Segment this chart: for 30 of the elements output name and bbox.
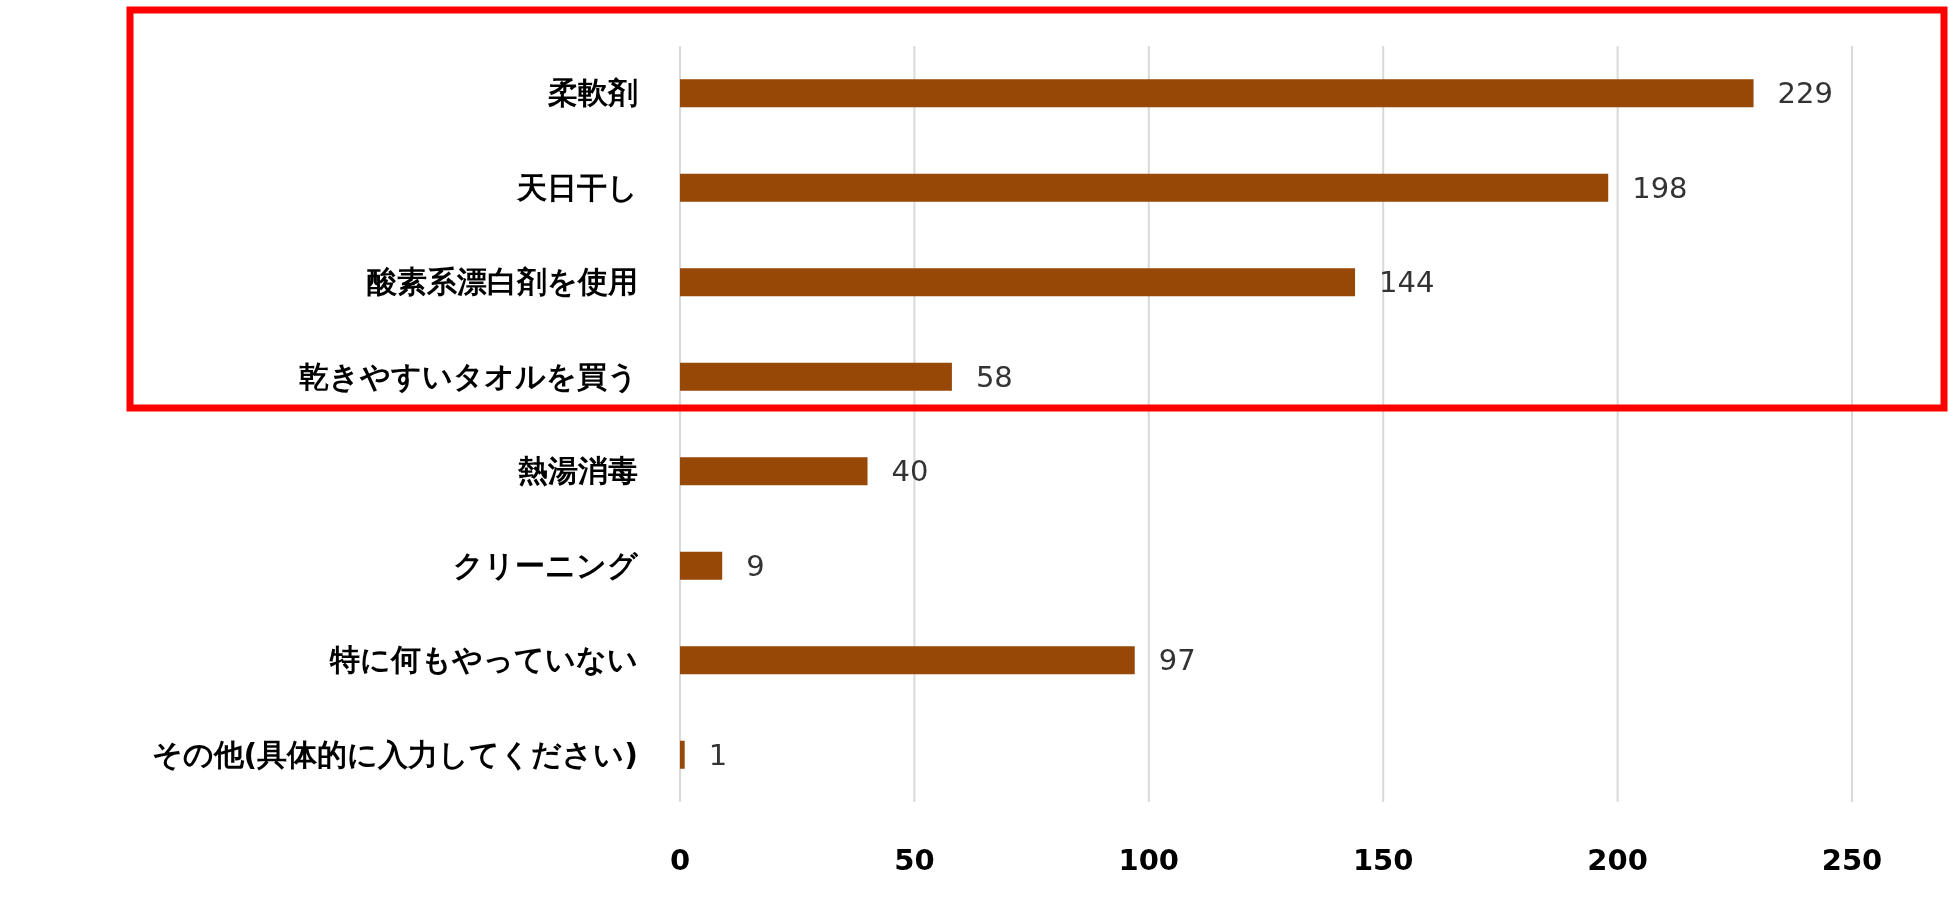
bar — [680, 646, 1135, 675]
bar — [680, 173, 1609, 202]
y-tick-label: 特に何もやっていない — [329, 642, 638, 678]
y-tick-label: 熱湯消毒 — [517, 453, 638, 489]
y-tick-label: 柔軟剤 — [547, 75, 638, 111]
y-tick-label: 天日干し — [516, 169, 638, 205]
y-tick-label: その他(具体的に入力してください) — [151, 736, 638, 772]
y-tick-label: 酸素系漂白剤を使用 — [367, 264, 638, 300]
x-tick-label: 100 — [1118, 843, 1180, 877]
y-tick-label: 乾きやすいタオルを買う — [299, 358, 638, 394]
data-label: 58 — [975, 359, 1013, 394]
x-tick-label: 150 — [1352, 843, 1414, 877]
bar — [680, 740, 685, 769]
bar — [680, 268, 1356, 297]
x-tick-label: 250 — [1821, 843, 1883, 877]
data-label: 198 — [1632, 170, 1688, 205]
bar — [680, 457, 868, 486]
x-tick-label: 0 — [669, 843, 691, 877]
data-label: 229 — [1777, 76, 1833, 111]
y-tick-label: クリーニング — [453, 547, 639, 583]
bar — [680, 362, 952, 391]
data-label: 1 — [708, 737, 728, 772]
data-label: 144 — [1379, 265, 1435, 300]
x-tick-label: 50 — [894, 843, 935, 877]
bar — [680, 79, 1754, 108]
x-tick-label: 200 — [1587, 843, 1648, 877]
data-label: 9 — [746, 548, 765, 583]
data-label: 40 — [891, 454, 929, 489]
data-label: 97 — [1158, 643, 1196, 678]
bar — [680, 551, 723, 580]
